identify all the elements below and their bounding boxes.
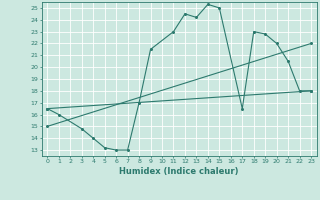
X-axis label: Humidex (Indice chaleur): Humidex (Indice chaleur) bbox=[119, 167, 239, 176]
